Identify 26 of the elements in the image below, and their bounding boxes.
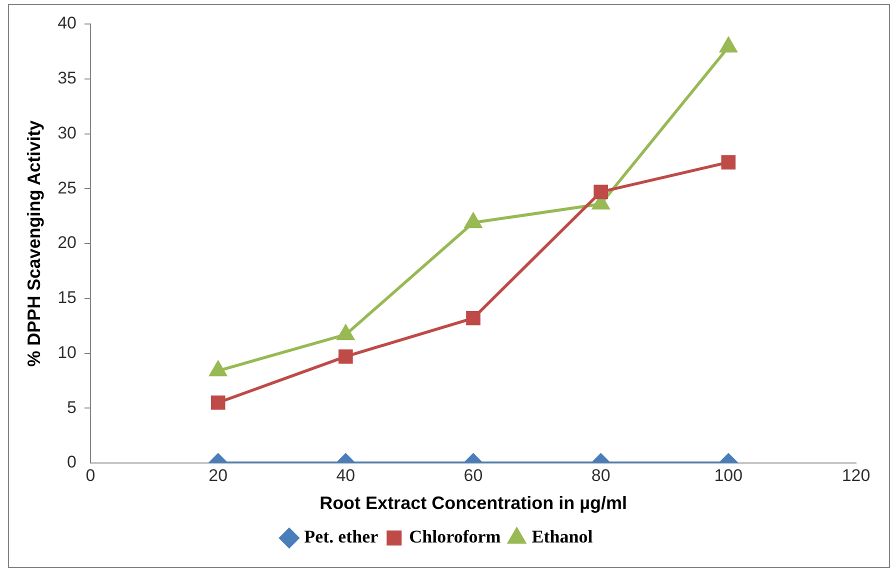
point — [721, 155, 736, 170]
legend-label: Ethanol — [532, 526, 593, 547]
point — [210, 361, 227, 376]
x-tick-label: 20 — [208, 466, 228, 485]
x-tick-label: 80 — [591, 466, 610, 485]
x-tick-label: 0 — [86, 466, 96, 485]
x-tick-label: 60 — [464, 466, 483, 485]
x-axis-title: Root Extract Concentration in µg/ml — [320, 493, 627, 514]
y-tick-label: 5 — [67, 398, 77, 417]
y-tick-label: 15 — [58, 288, 77, 308]
x-tick-label: 100 — [714, 466, 743, 485]
x-tick-label: 120 — [842, 466, 870, 485]
point — [464, 213, 482, 228]
y-tick-label: 0 — [67, 452, 77, 472]
point — [594, 184, 608, 200]
y-tick-label: 10 — [58, 342, 77, 362]
y-tick-label: 25 — [58, 178, 77, 198]
y-tick-label: 30 — [58, 123, 77, 142]
legend-label: Pet. ether — [304, 526, 378, 547]
y-axis-title: % DPPH Scavenging Activity — [24, 120, 44, 367]
legend-label: Chloroform — [409, 526, 501, 547]
y-tick-label: 40 — [58, 14, 77, 33]
point — [337, 325, 354, 340]
y-tick-label: 35 — [58, 68, 77, 88]
x-tick-label: 40 — [336, 466, 356, 485]
y-tick-label: 20 — [58, 233, 77, 252]
